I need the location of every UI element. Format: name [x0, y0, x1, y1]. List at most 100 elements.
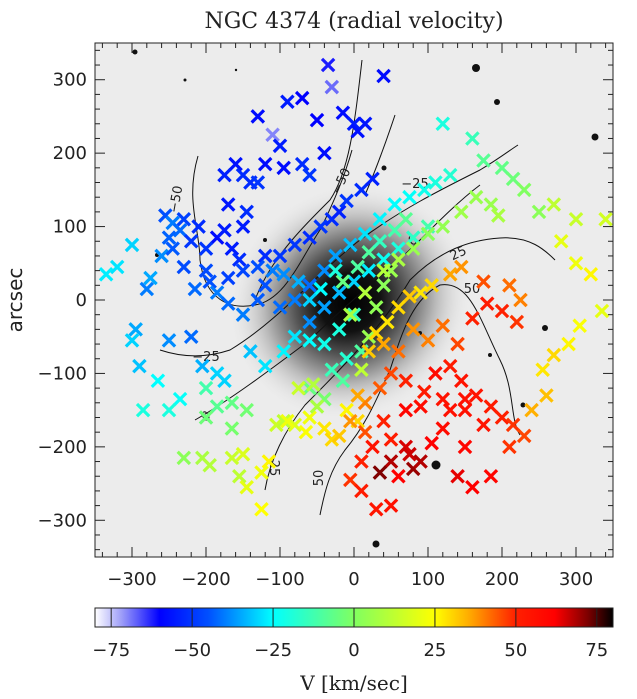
data-point	[357, 285, 373, 300]
data-point	[343, 413, 358, 429]
data-point	[291, 274, 306, 289]
x-tick-label: 300	[559, 569, 593, 590]
data-point	[294, 156, 310, 172]
data-point	[276, 267, 291, 282]
data-point	[143, 270, 158, 286]
data-point	[387, 222, 402, 238]
data-point	[331, 322, 347, 337]
data-point	[257, 358, 273, 374]
data-point	[250, 259, 266, 275]
data-point	[442, 167, 458, 183]
data-point	[494, 410, 510, 425]
data-point	[265, 127, 280, 143]
data-point	[331, 428, 347, 444]
y-tick-label: 0	[76, 290, 87, 311]
data-point	[417, 182, 432, 198]
data-point	[476, 274, 491, 289]
data-point	[235, 263, 251, 278]
data-point	[402, 189, 417, 205]
data-point	[202, 274, 217, 289]
data-point	[361, 329, 377, 344]
data-point	[494, 303, 510, 319]
contour-line	[364, 114, 396, 196]
data-point	[435, 421, 451, 436]
data-point	[302, 167, 317, 183]
data-point	[402, 446, 417, 462]
x-tick-label: 100	[411, 569, 445, 590]
data-point	[272, 138, 288, 154]
data-point	[257, 248, 273, 264]
data-point	[309, 112, 325, 128]
data-point	[287, 417, 303, 433]
data-point	[476, 153, 491, 168]
data-point	[509, 314, 525, 330]
contour-label: 50	[464, 282, 481, 297]
contour-label: −50	[167, 185, 187, 215]
data-point	[128, 322, 143, 337]
data-point	[220, 197, 236, 212]
data-point	[124, 333, 140, 348]
contour-line	[194, 184, 481, 421]
data-point	[398, 439, 414, 455]
data-point	[357, 116, 373, 132]
star	[542, 325, 548, 331]
data-point	[450, 468, 465, 484]
chart-title: NGC 4374 (radial velocity)	[204, 9, 503, 34]
data-point	[398, 373, 414, 389]
data-point	[306, 377, 321, 392]
data-point	[265, 263, 280, 278]
colorbar: −75 −50 −25 0 25 50 75 V [km/sec]	[92, 607, 614, 695]
data-point	[198, 410, 214, 425]
x-tick-label: 0	[348, 569, 359, 590]
data-point	[354, 483, 369, 499]
data-points	[98, 57, 613, 517]
data-point	[287, 292, 303, 308]
data-point	[154, 248, 169, 264]
data-point	[476, 417, 491, 433]
contour-label: 50	[312, 470, 327, 487]
colorbar-tick-label: 50	[504, 640, 527, 661]
data-point	[250, 109, 266, 124]
data-point	[568, 256, 584, 271]
data-point	[516, 428, 532, 444]
data-point	[457, 402, 473, 418]
y-tick-label: −300	[38, 510, 87, 531]
data-point	[217, 222, 232, 238]
data-point	[272, 248, 288, 264]
data-point	[324, 79, 340, 95]
data-point	[139, 281, 155, 297]
data-point	[150, 373, 166, 389]
data-point	[191, 219, 206, 234]
data-point	[317, 421, 332, 436]
data-point	[235, 219, 251, 234]
data-point	[250, 292, 266, 308]
star	[132, 49, 138, 55]
data-point	[239, 479, 254, 495]
data-point	[502, 439, 517, 455]
data-point	[183, 329, 199, 344]
data-point	[343, 307, 358, 322]
data-point	[317, 263, 332, 278]
data-point	[124, 237, 140, 253]
data-point	[254, 465, 269, 480]
data-point	[516, 182, 532, 198]
data-point	[172, 222, 188, 238]
data-point	[217, 373, 232, 389]
contour-line	[159, 144, 519, 357]
data-point	[109, 259, 125, 275]
data-point	[287, 329, 303, 344]
star	[488, 353, 492, 357]
data-point	[465, 131, 480, 146]
data-point	[135, 402, 151, 418]
data-point	[346, 307, 362, 322]
data-point	[546, 347, 562, 363]
data-point	[183, 233, 199, 249]
data-point	[465, 311, 480, 326]
data-point	[239, 402, 254, 418]
data-point	[398, 211, 414, 227]
star	[183, 78, 187, 82]
data-point	[335, 274, 351, 289]
data-point	[176, 259, 192, 275]
data-point	[442, 402, 458, 418]
